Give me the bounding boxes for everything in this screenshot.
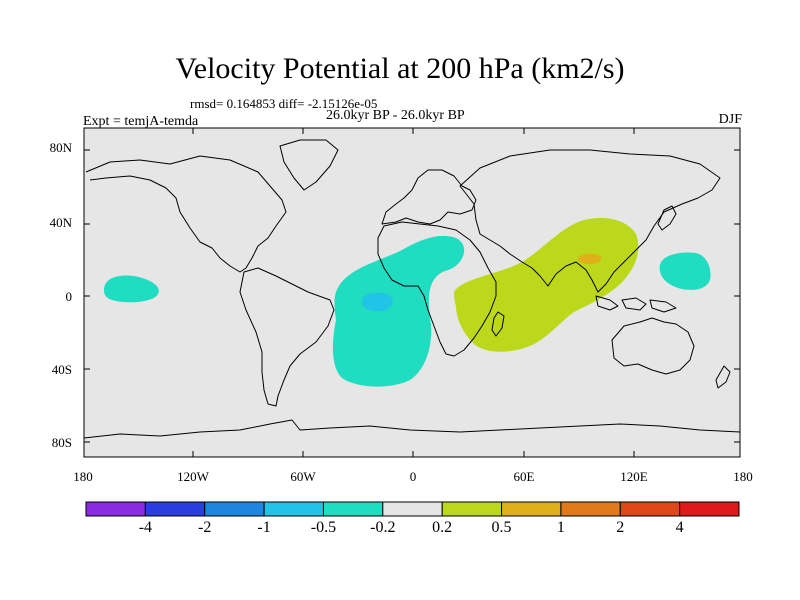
colorbar-label: -0.2 bbox=[370, 519, 396, 536]
colorbar-label: 1 bbox=[556, 519, 565, 536]
x-tick-180-east: 180 bbox=[733, 469, 753, 484]
colorbar-box-6 bbox=[441, 501, 503, 517]
colorbar-label: -1 bbox=[257, 519, 271, 536]
x-tick-180-west: 180 bbox=[73, 469, 93, 484]
coastline-maritime-continent bbox=[595, 295, 677, 313]
y-tick-40s: 40S bbox=[51, 362, 72, 377]
coastline-australia bbox=[611, 317, 695, 375]
colorbar-label: 0.5 bbox=[491, 519, 512, 536]
colorbar-label: -0.5 bbox=[310, 519, 337, 536]
colorbar-label: 2 bbox=[616, 519, 625, 536]
coastline-greenland bbox=[279, 139, 339, 191]
colorbar-label: -4 bbox=[138, 519, 153, 536]
colorbar-label: 0.2 bbox=[432, 519, 453, 536]
stats-line: rmsd= 0.164853 diff= -2.15126e-05 bbox=[190, 96, 378, 111]
colorbar-box-8 bbox=[560, 501, 621, 517]
y-tick-80n: 80N bbox=[49, 140, 72, 155]
coastline-antarctica bbox=[84, 419, 740, 439]
colorbar-label: 4 bbox=[675, 519, 684, 536]
contour-central-pacific-negative bbox=[104, 275, 159, 303]
coastline-africa bbox=[377, 221, 497, 357]
period-line: 26.0kyr BP - 26.0kyr BP bbox=[326, 108, 465, 123]
coastline-europe bbox=[381, 169, 477, 225]
x-tick-0: 0 bbox=[409, 469, 417, 484]
y-tick-80s: 80S bbox=[51, 435, 72, 450]
coastline-south-america bbox=[239, 267, 335, 407]
colorbar-box-5 bbox=[382, 501, 443, 517]
colorbar-box-7 bbox=[501, 501, 562, 517]
coastline-asia bbox=[459, 149, 721, 293]
colorbar-box-0 bbox=[85, 501, 146, 517]
coastline-madagascar bbox=[491, 311, 505, 337]
plot-title: Velocity Potential at 200 hPa (km2/s) bbox=[175, 52, 625, 85]
colorbar-box-1 bbox=[144, 501, 206, 517]
colorbar-box-10 bbox=[679, 501, 740, 517]
season-label: DJF bbox=[718, 112, 742, 127]
contour-south-asia-positive-core bbox=[577, 253, 602, 264]
contour-indian-ocean-positive bbox=[454, 218, 639, 352]
colorbar-box-2 bbox=[204, 501, 265, 517]
colorbar-box-3 bbox=[263, 501, 324, 517]
colorbar-label: -2 bbox=[198, 519, 212, 536]
coastline-japan bbox=[657, 205, 677, 231]
contour-atlantic-negative-core bbox=[362, 292, 393, 312]
coastlines bbox=[84, 139, 740, 439]
contour-west-pacific-negative bbox=[659, 252, 711, 290]
experiment-label: Expt = temjA-temda bbox=[83, 114, 199, 129]
tick-marks bbox=[84, 128, 740, 457]
coastline-new-zealand bbox=[715, 365, 731, 389]
x-tick-60w: 60W bbox=[290, 469, 316, 484]
colorbar-box-4 bbox=[322, 501, 384, 517]
contour-atlantic-negative bbox=[332, 235, 465, 387]
x-tick-120w: 120W bbox=[177, 469, 209, 484]
coastline-north-america bbox=[85, 155, 287, 273]
colorbar bbox=[85, 501, 740, 517]
y-tick-0: 0 bbox=[65, 289, 73, 304]
x-tick-120e: 120E bbox=[620, 469, 648, 484]
colorbar-box-9 bbox=[619, 501, 681, 517]
map-frame bbox=[83, 127, 741, 458]
x-tick-60e: 60E bbox=[513, 469, 535, 484]
y-tick-40n: 40N bbox=[49, 215, 72, 230]
